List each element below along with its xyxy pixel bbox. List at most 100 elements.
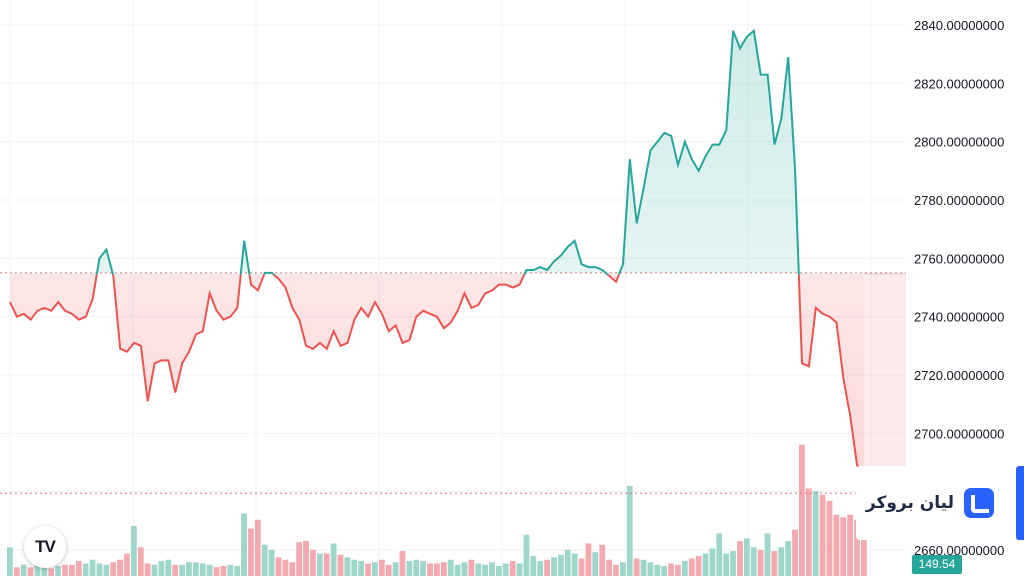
y-tick-label: 2660.00000000 — [914, 543, 1004, 558]
volume-bar — [812, 491, 819, 576]
volume-bar — [296, 542, 303, 576]
volume-bar — [709, 548, 716, 576]
volume-bar — [840, 517, 847, 576]
volume-bar — [509, 561, 516, 576]
volume-bar — [392, 562, 399, 576]
price-line-up — [95, 28, 800, 275]
volume-bar — [213, 567, 220, 576]
volume-bar — [861, 538, 867, 576]
volume-bar — [48, 568, 55, 576]
volume-bar — [613, 564, 619, 576]
volume-bar — [323, 553, 330, 576]
volume-bar — [179, 564, 185, 576]
volume-bar — [275, 557, 282, 576]
volume-bar — [833, 514, 840, 576]
y-tick-label: 2740.00000000 — [914, 310, 1004, 325]
volume-bar — [592, 552, 599, 576]
volume-bar — [117, 559, 123, 576]
volume-bar — [316, 553, 323, 576]
volume-bar — [502, 563, 509, 576]
volume-bar — [516, 563, 523, 576]
volume-bar — [337, 554, 344, 576]
volume-bar — [544, 559, 550, 576]
volume-bar — [254, 519, 261, 576]
volume-bar — [261, 544, 268, 576]
volume-bar — [165, 559, 172, 576]
volume-bar — [737, 541, 743, 576]
price-lines — [9, 28, 865, 473]
y-tick-label: 2700.00000000 — [914, 426, 1004, 441]
volume-bar — [406, 561, 413, 576]
volume-bar — [771, 551, 778, 576]
volume-bar — [537, 561, 544, 576]
volume-bar — [778, 547, 785, 576]
volume-bar — [675, 564, 681, 576]
volume-bar — [599, 544, 606, 576]
volume-bar — [585, 543, 592, 576]
volume-bar — [785, 541, 792, 576]
volume-bar — [854, 519, 860, 576]
volume-bar — [420, 561, 427, 576]
volume-bar — [55, 566, 62, 576]
volume-bar — [434, 563, 440, 576]
volume-bar — [447, 559, 454, 576]
volume-bar — [440, 562, 447, 576]
volume-bar — [730, 551, 736, 576]
y-tick-label: 2760.00000000 — [914, 251, 1004, 266]
volume-bar — [7, 547, 13, 576]
volume-bar — [89, 559, 96, 576]
volume-bar — [633, 558, 640, 576]
volume-bar — [27, 567, 34, 576]
volume-bar — [482, 564, 489, 576]
volume-bar — [124, 553, 130, 576]
volume-bar — [96, 563, 103, 576]
volume-bar — [20, 564, 27, 576]
volume-bar — [681, 561, 688, 576]
volume-bar — [826, 501, 833, 576]
volume-bar — [792, 529, 798, 576]
volume-bar — [372, 562, 378, 576]
y-tick-label: 2780.00000000 — [914, 193, 1004, 208]
volume-bar — [268, 549, 275, 576]
volume-bar — [41, 566, 48, 576]
volume-bar — [764, 533, 771, 576]
volume-bar — [564, 549, 571, 576]
brand-logo-icon — [964, 488, 994, 518]
volume-bar — [647, 562, 654, 576]
volume-bar — [199, 563, 206, 576]
y-tick-label: 2840.00000000 — [914, 18, 1004, 33]
y-tick-label: 2820.00000000 — [914, 76, 1004, 91]
volume-bar — [668, 563, 674, 576]
volume-bar — [206, 564, 213, 576]
volume-bar — [495, 566, 502, 576]
volume-bar — [578, 558, 585, 576]
volume-bar — [385, 564, 392, 576]
volume-bar — [716, 533, 723, 576]
volume-bar — [137, 547, 144, 576]
volume-bar — [351, 559, 358, 576]
up-area — [10, 30, 906, 275]
volume-bar — [130, 526, 137, 576]
brand-accent-bar — [1016, 466, 1024, 540]
volume-bar — [819, 494, 826, 576]
y-tick-label: 2720.00000000 — [914, 368, 1004, 383]
volume-bar — [530, 556, 537, 576]
volume-bar — [468, 559, 475, 576]
volume-bars — [7, 444, 867, 576]
volume-bar — [695, 556, 702, 576]
volume-bar — [619, 562, 626, 576]
volume-bar — [489, 562, 495, 576]
price-line-down — [9, 274, 865, 473]
volume-bar — [365, 563, 371, 576]
area-fills — [10, 30, 906, 472]
volume-bar — [310, 549, 316, 576]
volume-bar — [571, 553, 578, 576]
volume-bar — [158, 561, 165, 576]
volume-bar — [606, 559, 612, 576]
volume-bar — [757, 549, 764, 576]
down-area — [10, 274, 864, 472]
tradingview-logo-icon[interactable]: TV — [24, 526, 66, 568]
volume-bar — [220, 566, 227, 576]
volume-bar — [413, 559, 420, 576]
